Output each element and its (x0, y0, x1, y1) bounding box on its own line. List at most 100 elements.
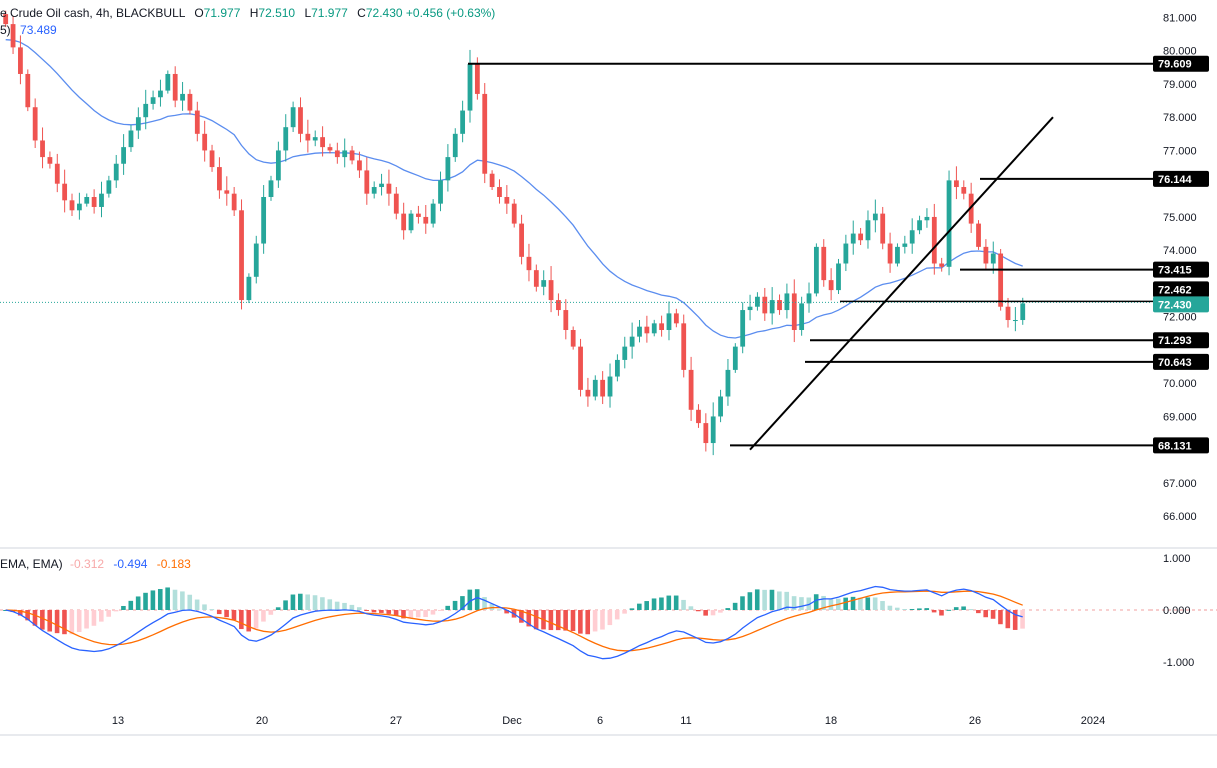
candle-body (312, 137, 318, 141)
symbol-legend: e Crude Oil cash, 4h, BLACKBULL O71.977 … (0, 6, 495, 20)
price-tick-69.000: 69.000 (1163, 411, 1197, 423)
candle-body (872, 213, 878, 221)
candle-body (62, 183, 68, 201)
macd-histogram-bar (828, 598, 834, 610)
low-value: 71.977 (311, 6, 348, 20)
macd-histogram-bar (578, 610, 583, 634)
macd-histogram-bar (622, 610, 627, 614)
macd-histogram-bar (17, 610, 23, 616)
level-label-71.293: 71.293 (1158, 335, 1192, 347)
candle-body (644, 326, 650, 334)
macd-pane: 1.000 0.000 -1.000 (3, 553, 1194, 669)
macd-histogram-bar (850, 596, 856, 610)
time-tick-Dec: Dec (502, 715, 522, 727)
macd-histogram-bar (54, 610, 60, 634)
macd-histogram-bar (939, 610, 944, 616)
macd-histogram-bar (305, 594, 310, 610)
macd-histogram-bar (1020, 610, 1025, 629)
macd-histogram-bar (283, 600, 288, 610)
candle-body (84, 197, 90, 204)
candle-body (467, 64, 473, 111)
candle-body (585, 389, 591, 397)
macd-histogram-bar (880, 601, 885, 610)
candle-body (445, 157, 451, 181)
candle-body (592, 379, 598, 397)
time-tick-11: 11 (680, 715, 691, 727)
macd-histogram-bar (504, 610, 509, 614)
time-tick-13: 13 (112, 715, 124, 727)
macd-histogram-bar (600, 610, 605, 630)
macd-legend-hist: -0.312 (70, 557, 105, 571)
candle-body (69, 200, 75, 211)
macd-histogram-bar (821, 595, 826, 610)
candle-body (836, 263, 841, 291)
candle-body (784, 293, 790, 311)
candle-body (135, 117, 141, 131)
macd-legend: EMA, EMA) -0.312 -0.494 -0.183 (0, 557, 191, 571)
macd-histogram-bar (143, 592, 148, 610)
candle-body (939, 263, 945, 267)
macd-signal-line (5, 590, 1023, 652)
macd-histogram-bar (113, 610, 119, 612)
open-label: O (194, 6, 204, 20)
candle-body (121, 147, 127, 164)
candle-body (172, 73, 178, 101)
macd-histogram-bar (379, 610, 384, 613)
macd-histogram-bar (415, 610, 421, 618)
macd-histogram-bar (268, 610, 274, 615)
macd-histogram-bar (784, 591, 790, 610)
candle-body (541, 280, 547, 287)
price-tick-81.000: 81.000 (1163, 12, 1197, 24)
level-badge-70.643 (1153, 353, 1209, 370)
macd-histogram-bar (1012, 610, 1018, 630)
macd-histogram-bar (364, 610, 369, 611)
macd-histogram-bar (747, 592, 753, 610)
macd-histogram-bar (408, 610, 414, 618)
candle-body (320, 137, 325, 148)
macd-histogram-bar (40, 610, 45, 630)
ma-legend-prefix: 5) (0, 23, 11, 37)
macd-histogram-bar (858, 597, 863, 610)
macd-histogram-bar (894, 607, 900, 610)
level-badge-73.415 (1153, 261, 1209, 278)
symbol-title: e Crude Oil cash, 4h, BLACKBULL (0, 6, 185, 20)
macd-histogram-bar (961, 606, 966, 610)
macd-histogram-bar (99, 610, 104, 622)
time-tick-18: 18 (825, 715, 837, 727)
macd-histogram-bar (121, 605, 126, 610)
candles[interactable] (3, 10, 1026, 456)
macd-histogram-bar (128, 600, 134, 610)
macd-histogram-bar (209, 609, 215, 611)
macd-histogram-bar (754, 589, 760, 610)
candle-body (452, 133, 458, 158)
macd-histogram-bar (732, 602, 738, 610)
candle-body (909, 230, 915, 244)
macd-histogram-bar (430, 610, 436, 615)
macd-histogram-bar (180, 591, 185, 610)
horizontal-levels[interactable] (0, 62, 1155, 447)
macd-tick-1.000: 1.000 (1163, 553, 1191, 565)
candle-body (703, 423, 709, 444)
macd-histogram-bar (298, 593, 303, 610)
macd-histogram-bar (246, 610, 252, 632)
macd-histogram-bar (887, 605, 893, 610)
candle-body (968, 193, 974, 224)
trendline[interactable] (749, 116, 1054, 451)
candle-body (143, 103, 149, 118)
macd-histogram-bar (990, 610, 996, 619)
candle-body (18, 47, 23, 74)
candle-body (659, 323, 665, 330)
time-tick-2024: 2024 (1081, 715, 1105, 727)
candle-body (497, 187, 502, 197)
macd-histogram-bar (629, 608, 635, 610)
candle-body (511, 203, 517, 224)
candle-body (946, 180, 952, 267)
candle-body (931, 216, 937, 264)
macd-histogram-bar (614, 610, 620, 620)
level-label-76.144: 76.144 (1158, 174, 1193, 186)
macd-histogram-bar (806, 597, 812, 610)
candle-body (762, 296, 768, 314)
level-label-79.609: 79.609 (1158, 59, 1192, 71)
candle-body (1020, 303, 1026, 321)
